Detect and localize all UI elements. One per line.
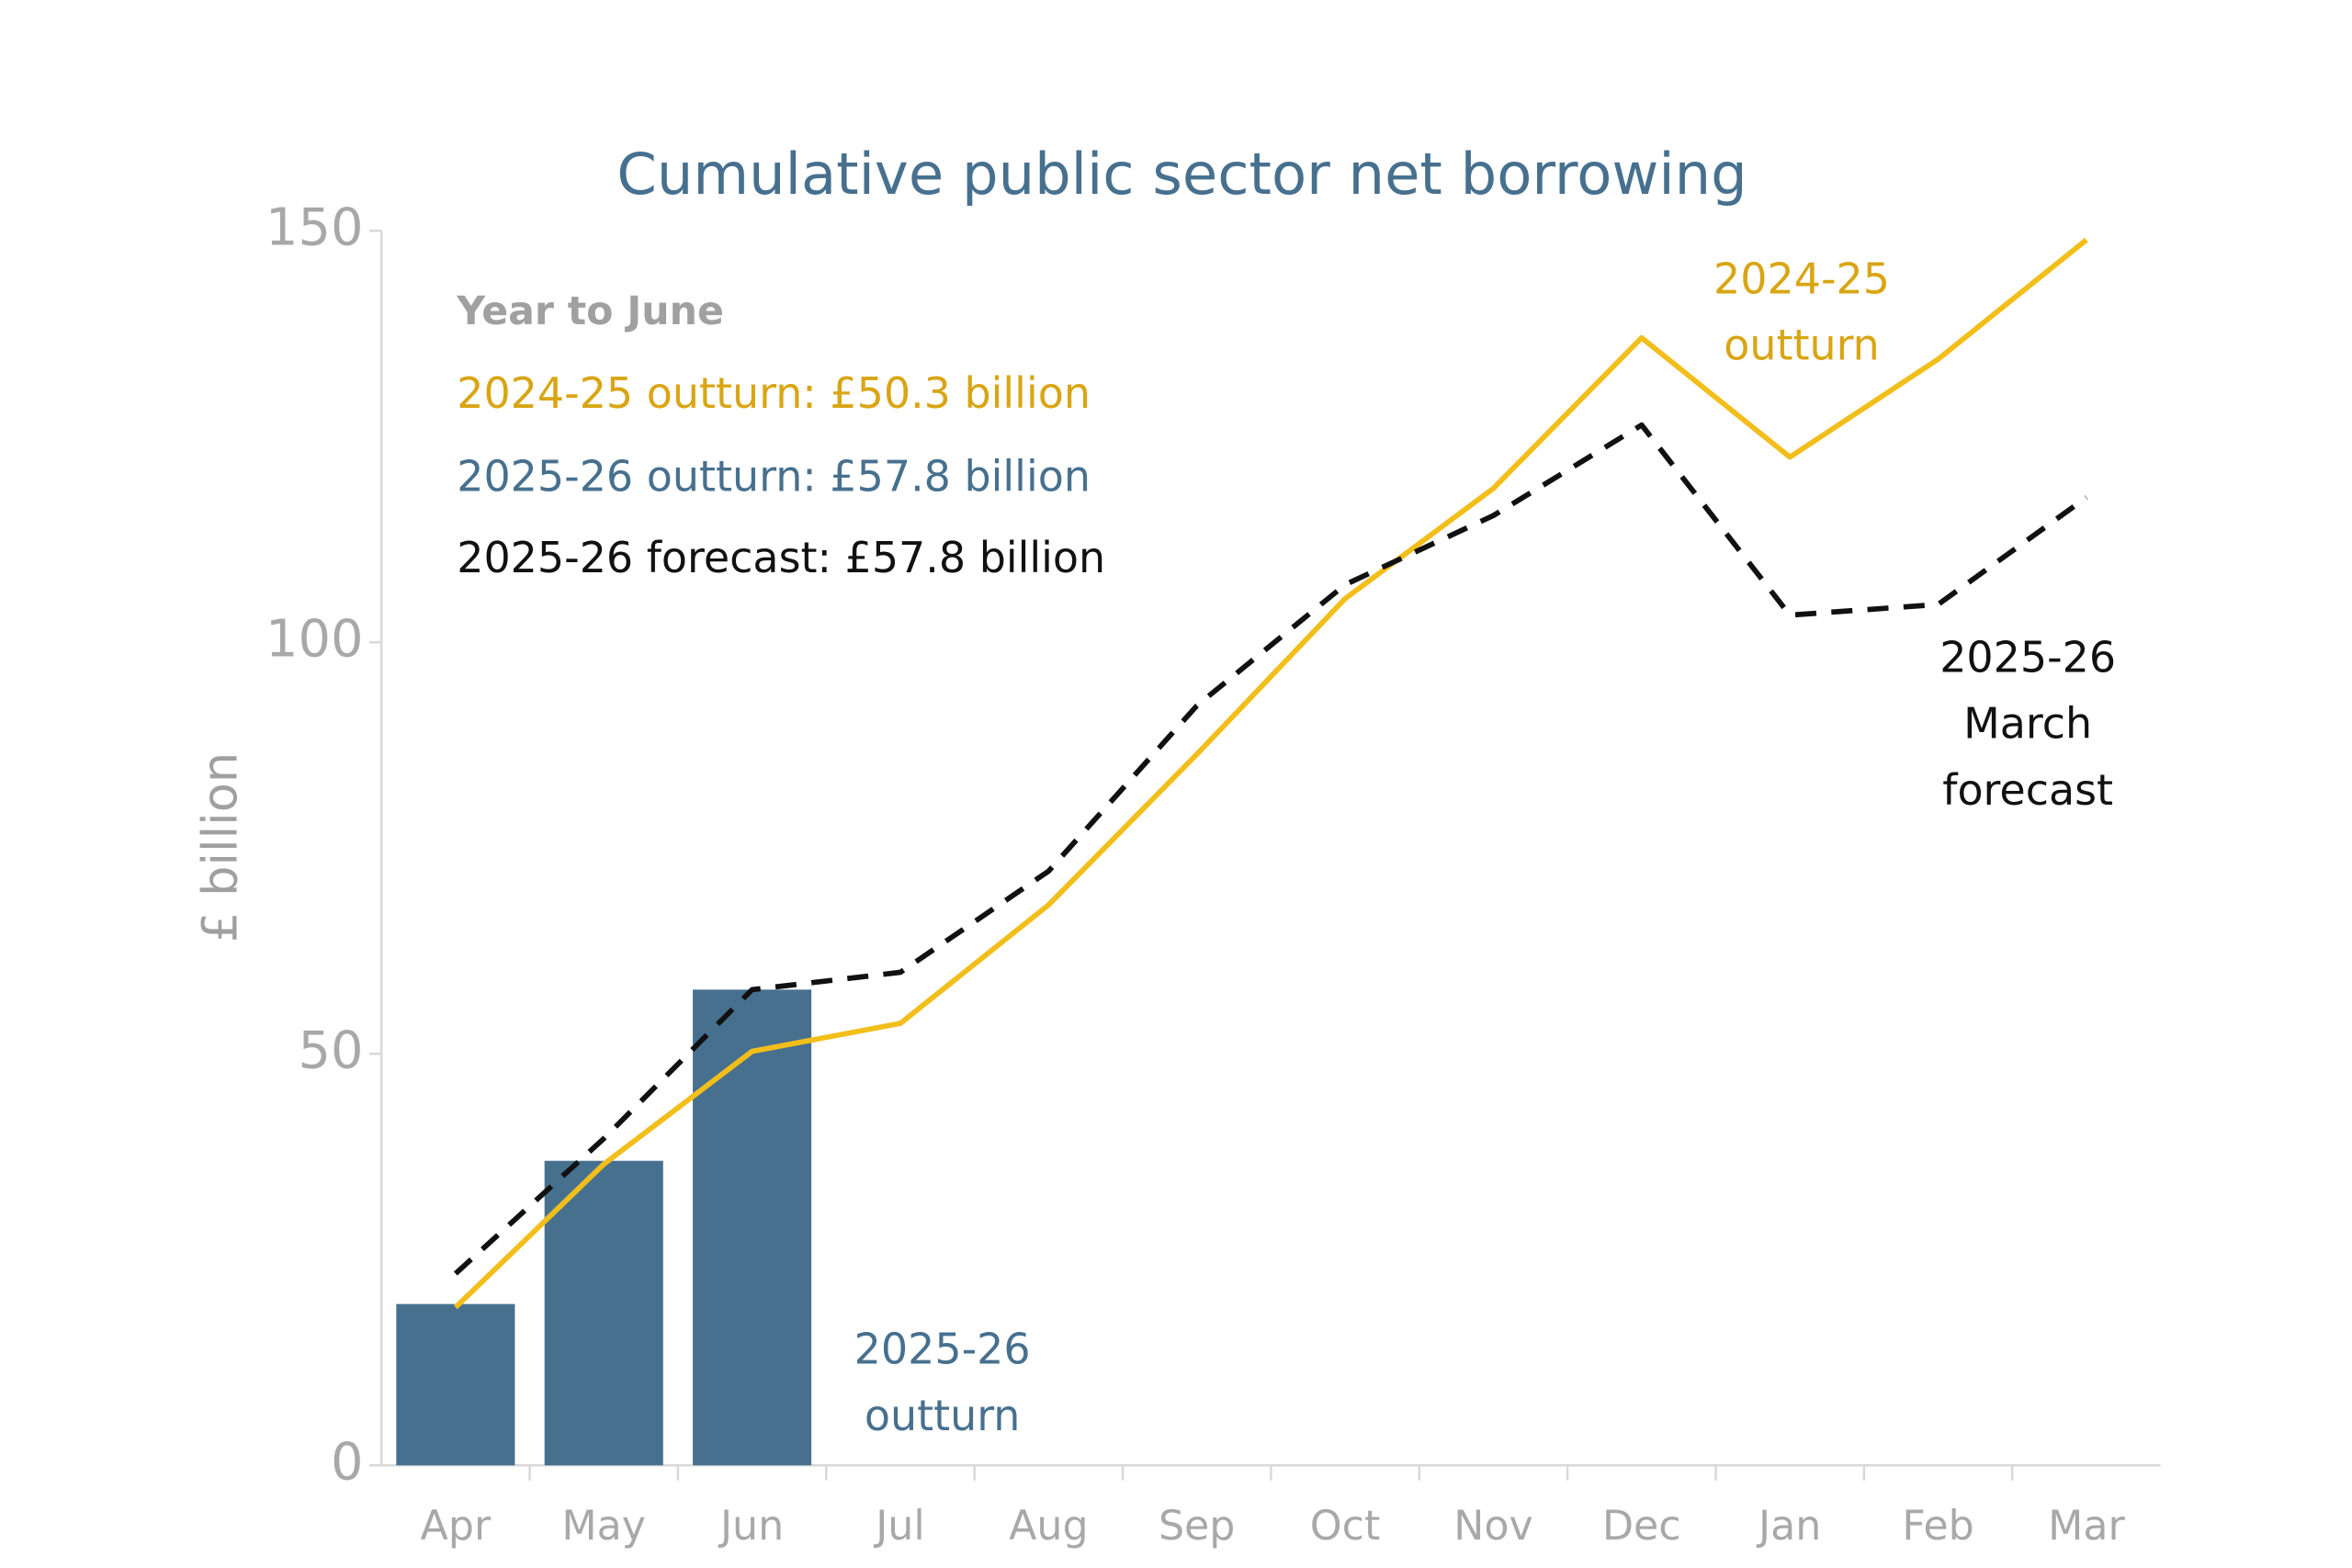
y-axis-label: £ billion <box>193 752 249 942</box>
bar <box>544 1160 663 1466</box>
x-tick-label: Oct <box>1310 1503 1381 1550</box>
line <box>453 237 2088 1310</box>
y-tick-label: 0 <box>331 1432 364 1492</box>
x-tick-label: Jul <box>873 1503 924 1550</box>
annotation: 2025-26 <box>1939 632 2116 682</box>
chart-title: Cumulative public sector net borrowing <box>616 141 1747 208</box>
x-tick-label: Nov <box>1453 1503 1532 1550</box>
bar <box>693 989 812 1466</box>
y-tick-label: 50 <box>299 1021 364 1080</box>
y-tick-label: 150 <box>266 197 363 257</box>
annotation: March <box>1963 699 2092 749</box>
annotation: 2025-26 forecast: £57.8 billion <box>457 533 1105 582</box>
x-tick-label: Feb <box>1902 1503 1973 1550</box>
x-tick-label: Dec <box>1602 1503 1681 1550</box>
x-tick-label: Apr <box>421 1503 492 1550</box>
annotation: forecast <box>1942 765 2113 815</box>
annotation: outturn <box>865 1391 1021 1440</box>
x-tick-label: Sep <box>1159 1503 1236 1550</box>
annotation: 2024-25 <box>1713 254 1890 304</box>
x-tick-label: Aug <box>1009 1503 1089 1550</box>
dashed-line <box>453 422 2088 1276</box>
bar <box>396 1303 515 1466</box>
x-tick-label: Jan <box>1756 1503 1821 1550</box>
x-tick-label: Jun <box>718 1503 784 1550</box>
x-tick-label: May <box>561 1503 646 1550</box>
y-tick-label: 100 <box>266 609 363 669</box>
annotation: 2025-26 <box>854 1325 1031 1374</box>
annotation: 2024-25 outturn: £50.3 billion <box>457 368 1091 418</box>
annotation: Year to June <box>456 288 724 334</box>
annotation: 2025-26 outturn: £57.8 billion <box>457 452 1091 502</box>
annotation: outturn <box>1724 321 1880 370</box>
x-tick-label: Mar <box>2048 1503 2125 1550</box>
